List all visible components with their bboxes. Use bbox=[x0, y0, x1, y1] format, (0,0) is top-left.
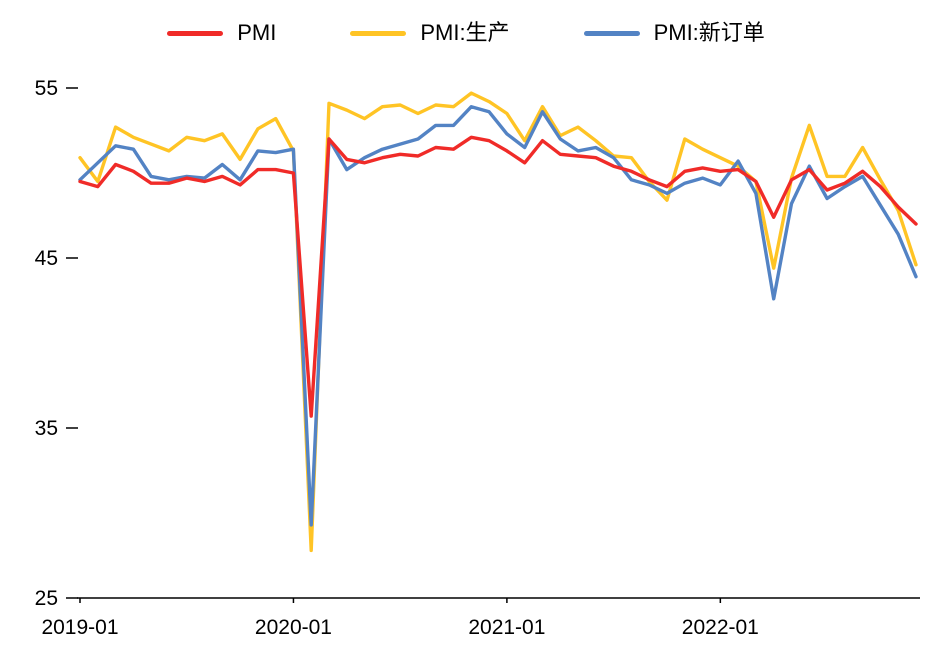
legend-line-swatch bbox=[583, 30, 640, 36]
legend-label: PMI bbox=[237, 20, 277, 45]
series-line-2 bbox=[78, 104, 918, 527]
legend-label: PMI:生产 bbox=[420, 20, 510, 45]
legend-item-1: PMI:生产 bbox=[350, 20, 510, 45]
y-axis-label: 25 bbox=[35, 587, 58, 610]
legend-line-swatch bbox=[167, 30, 224, 36]
x-axis-label: 2022-01 bbox=[682, 616, 759, 639]
legend-label: PMI:新订单 bbox=[653, 20, 765, 45]
x-axis-label: 2019-01 bbox=[41, 616, 118, 639]
legend-line-swatch bbox=[350, 30, 407, 36]
x-axis-label: 2020-01 bbox=[255, 616, 332, 639]
y-axis-label: 35 bbox=[35, 417, 58, 440]
legend-item-0: PMI bbox=[167, 22, 276, 44]
legend-item-2: PMI:新订单 bbox=[583, 20, 765, 45]
chart-legend: PMI PMI:生产 PMI:新订单 bbox=[0, 22, 932, 44]
y-axis-label: 45 bbox=[35, 247, 58, 270]
series-line-0 bbox=[78, 135, 918, 418]
y-axis-label: 55 bbox=[35, 77, 58, 100]
series-line-1 bbox=[78, 91, 918, 553]
x-axis-label: 2021-01 bbox=[468, 616, 545, 639]
